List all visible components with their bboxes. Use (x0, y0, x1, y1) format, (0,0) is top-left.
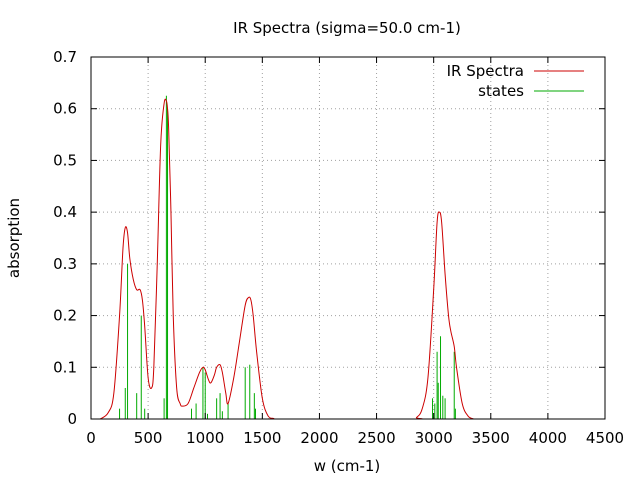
tick-marks (90, 56, 606, 420)
x-tick-label: 2500 (357, 429, 395, 447)
x-tick-labels: 0 500 1000 1500 2000 2500 3000 3500 4000 4500 (86, 429, 624, 447)
legend-label-ir-spectra: IR Spectra (447, 62, 524, 80)
x-tick-label: 2000 (300, 429, 338, 447)
y-tick-label: 0.3 (53, 255, 77, 273)
grid-lines (91, 57, 605, 419)
y-tick-label: 0.4 (53, 203, 77, 221)
x-tick-label: 3500 (472, 429, 510, 447)
chart-title: IR Spectra (sigma=50.0 cm-1) (233, 19, 461, 37)
x-axis-label: w (cm-1) (314, 457, 381, 475)
y-tick-label: 0.1 (53, 358, 77, 376)
x-tick-label: 4500 (586, 429, 624, 447)
ir-spectra-curve (99, 98, 474, 420)
legend-label-states: states (478, 82, 524, 100)
ir-spectra-line (99, 98, 474, 420)
y-axis-label: absorption (5, 198, 23, 278)
y-tick-label: 0.5 (53, 151, 77, 169)
x-tick-label: 500 (134, 429, 163, 447)
x-tick-label: 1000 (186, 429, 224, 447)
y-tick-label: 0.2 (53, 307, 77, 325)
x-tick-label: 0 (86, 429, 96, 447)
states-impulses (119, 95, 456, 419)
legend: IR Spectra states (447, 62, 584, 100)
x-tick-label: 1500 (243, 429, 281, 447)
y-tick-labels: 0 0.1 0.2 0.3 0.4 0.5 0.6 0.7 (53, 48, 77, 428)
y-tick-label: 0.6 (53, 100, 77, 118)
x-tick-label: 4000 (529, 429, 567, 447)
x-tick-label: 3000 (415, 429, 453, 447)
plot-frame (90, 56, 606, 420)
y-tick-label: 0 (67, 410, 77, 428)
y-tick-label: 0.7 (53, 48, 77, 66)
